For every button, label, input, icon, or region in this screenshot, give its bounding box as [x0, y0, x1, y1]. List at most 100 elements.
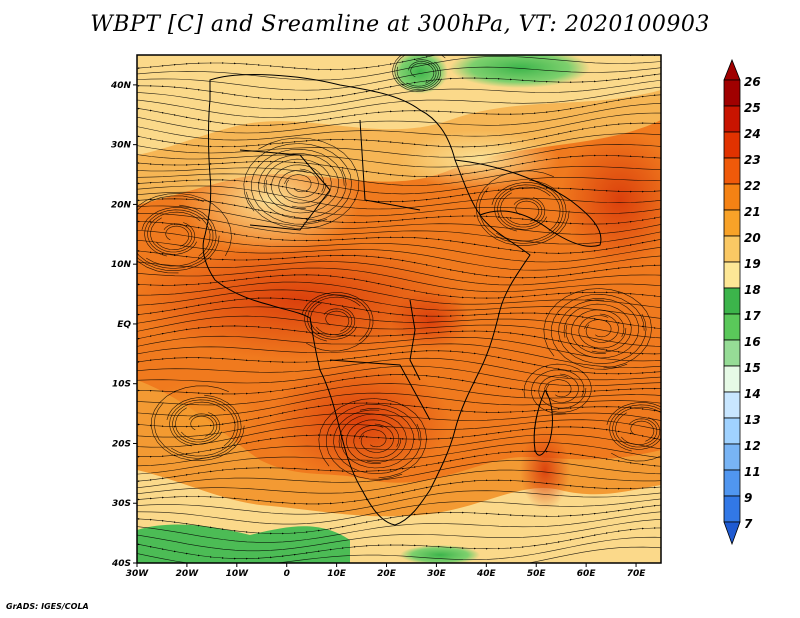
streamline [578, 315, 627, 349]
streamline [137, 122, 661, 148]
streamline [500, 192, 546, 228]
streamline [326, 403, 420, 480]
colorbar-bottom-arrow [723, 521, 741, 546]
streamline [150, 217, 196, 253]
colorbar-label: 17 [744, 309, 761, 323]
colorbar-label: 18 [744, 283, 761, 297]
streamline [475, 170, 570, 247]
streamline [284, 174, 312, 193]
streamline [310, 302, 356, 338]
streamline [315, 308, 353, 336]
streamline [346, 419, 400, 465]
colorbar-label: 16 [744, 335, 761, 349]
streamline [497, 186, 551, 230]
colorbar-label: 20 [744, 231, 761, 245]
streamline [137, 460, 661, 489]
colorbar-label: 25 [744, 101, 761, 115]
streamline [137, 133, 661, 158]
streamline [137, 527, 661, 560]
streamlines [137, 55, 661, 563]
colorbar-segment [723, 157, 741, 185]
streamline [285, 168, 319, 198]
streamline [137, 195, 220, 272]
streamline [615, 412, 661, 448]
colorbar-label: 9 [744, 491, 752, 505]
streamline [620, 418, 658, 446]
streamline [137, 349, 661, 375]
streamline [150, 385, 245, 462]
streamline [515, 200, 540, 222]
streamline [551, 293, 645, 370]
colorbar-label: 13 [744, 413, 761, 427]
streamline [304, 294, 371, 342]
streamline [544, 379, 572, 398]
streamline [271, 164, 325, 210]
colorbar-label: 21 [744, 205, 761, 219]
streamline [392, 55, 446, 92]
streamline [137, 324, 661, 355]
streamline [630, 420, 655, 442]
field-green-north1 [392, 55, 448, 94]
streamline [137, 154, 661, 178]
streamline [172, 401, 226, 445]
streamline [155, 223, 193, 251]
streamline [338, 413, 407, 463]
streamline [137, 479, 661, 505]
lon-tick-label: 10E [327, 569, 347, 579]
colorbar-label: 23 [744, 153, 761, 167]
streamline [166, 397, 239, 457]
streamline [505, 198, 543, 226]
streamline [169, 399, 236, 447]
streamline [612, 406, 661, 450]
streamline [543, 288, 652, 369]
lon-axis: 30W 20W 10W 0 10E 20E 30E 40E 50E 60E 70E [126, 563, 646, 579]
colorbar-segment [723, 131, 741, 159]
streamline [584, 319, 612, 338]
colorbar-segment [723, 183, 741, 211]
wbpt-field [137, 55, 661, 563]
lat-axis: 40N 30N 20N 10N EQ 10S 20S 30S 40S [110, 81, 137, 569]
streamline [523, 363, 592, 413]
colorbar-segment [723, 287, 741, 315]
arabia-coast [454, 159, 602, 247]
madagascar-coast [533, 388, 553, 456]
streamline [137, 250, 661, 279]
streamline [243, 143, 352, 224]
streamline [265, 153, 339, 214]
colorbar-label: 19 [744, 257, 761, 271]
map-title: WBPT [C] and Sreamline at 300hPa, VT: 20… [90, 12, 710, 37]
colorbar-label: 11 [744, 465, 761, 479]
streamline [137, 546, 661, 563]
streamline [563, 303, 632, 353]
colorbar-segment [723, 417, 741, 445]
field-south-hot [520, 430, 570, 510]
streamline [353, 425, 402, 459]
streamline [571, 309, 625, 355]
lon-tick-label: 60E [577, 569, 597, 579]
streamline [165, 225, 190, 247]
streamline [307, 296, 361, 340]
colorbar-label: 22 [744, 179, 761, 193]
streamline [394, 55, 441, 90]
lat-tick-label: 30N [111, 141, 132, 151]
streamline [545, 373, 579, 403]
lat-tick-label: 20N [111, 200, 132, 210]
colorbar-segment [723, 391, 741, 419]
streamline [137, 425, 661, 458]
streamline [251, 148, 345, 225]
lat-tick-label: 10N [111, 260, 132, 270]
streamline [137, 536, 661, 563]
streamline [180, 413, 218, 441]
streamline [278, 170, 327, 204]
border1 [239, 149, 331, 231]
colorbar-segment [723, 261, 741, 289]
streamline [531, 369, 585, 415]
border3 [329, 359, 431, 421]
lat-tick-label: 20S [112, 439, 131, 449]
streamline [147, 211, 201, 255]
plot-frame [136, 54, 662, 564]
streamline [137, 273, 661, 300]
streamline [137, 73, 661, 101]
lakes [409, 299, 421, 381]
lon-tick-label: 40E [476, 569, 497, 579]
